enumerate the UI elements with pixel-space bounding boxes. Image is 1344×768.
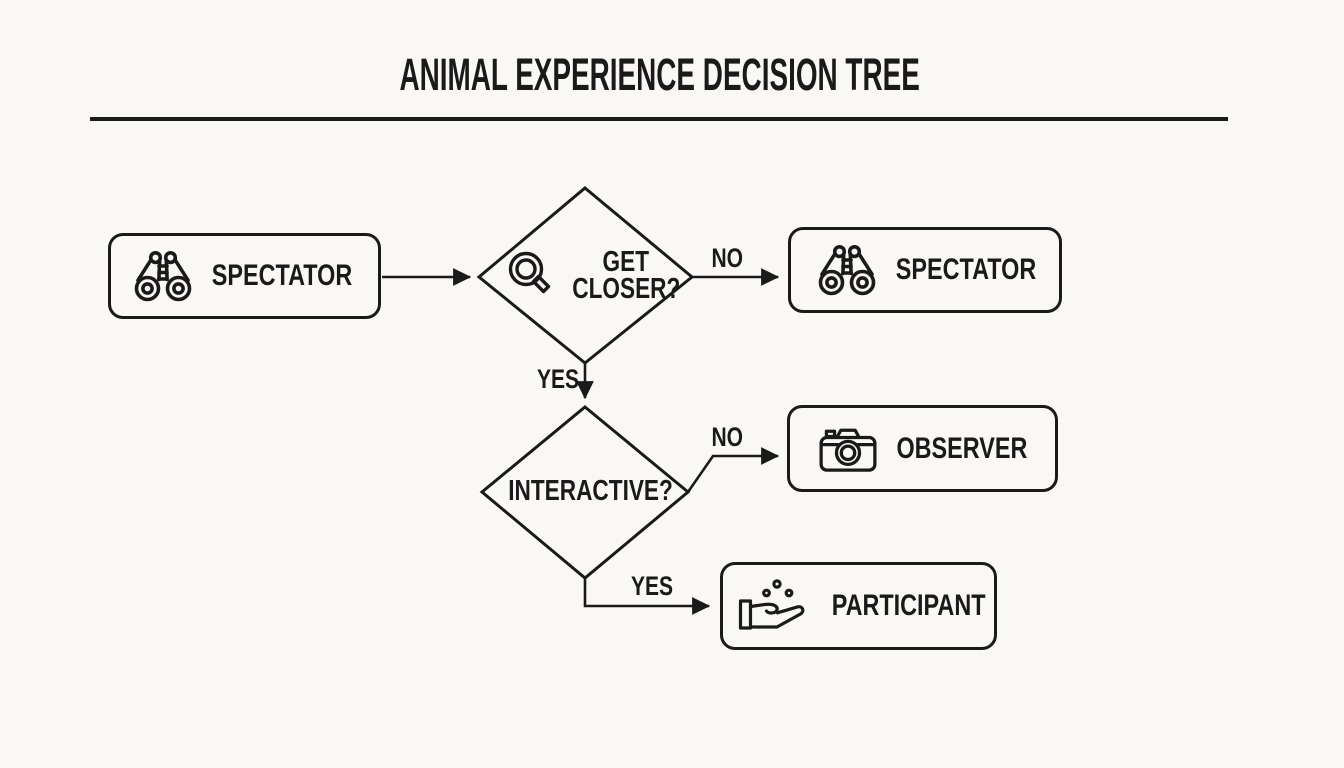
camera-icon (818, 425, 878, 473)
decision-get-closer-diamond (476, 186, 695, 365)
node-result-spectator: SPECTATOR (788, 227, 1062, 313)
page-title: ANIMAL EXPERIENCE DECISION TREE (90, 50, 1230, 100)
title-underline (90, 117, 1228, 121)
edge-decision2-yes-arrow (583, 578, 711, 615)
magnifier-icon (505, 250, 557, 302)
edge-decision2-no-arrow (686, 447, 780, 493)
page-title-text: ANIMAL EXPERIENCE DECISION TREE (399, 49, 921, 100)
node-start-spectator: SPECTATOR (108, 233, 381, 319)
decision1-yes-label: YES (536, 364, 580, 394)
node-label: OBSERVER (896, 431, 1028, 465)
decision2-yes-label: YES (630, 571, 674, 601)
decision2-label: INTERACTIVE? (508, 475, 673, 507)
node-result-observer: OBSERVER (787, 405, 1058, 492)
feeding-hand-icon (738, 577, 810, 635)
decision1-content: GET CLOSER? (505, 241, 680, 311)
node-label: SPECTATOR (895, 253, 1037, 286)
binoculars-icon (134, 250, 192, 302)
node-label: SPECTATOR (211, 259, 353, 292)
decision1-label: GET CLOSER? (572, 246, 681, 305)
node-label: PARTICIPANT (831, 589, 986, 622)
decision2-no-label: NO (711, 422, 743, 452)
decision1-no-label: NO (711, 243, 743, 273)
binoculars-icon (818, 244, 876, 296)
node-result-participant: PARTICIPANT (720, 562, 997, 650)
